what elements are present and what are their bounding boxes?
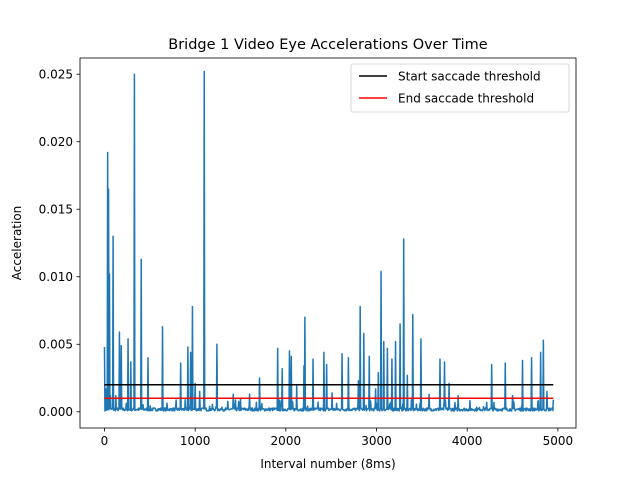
legend-box [350,63,570,113]
axes-frame [79,57,577,429]
legend-start-label: Start saccade threshold [398,70,541,84]
x-tick-label: 3000 [361,434,392,448]
plot-area [103,70,555,412]
x-tick-label: 2000 [271,434,302,448]
x-tick-label: 4000 [452,434,483,448]
chart-title: Bridge 1 Video Eye Accelerations Over Ti… [168,37,488,53]
x-axis-label: Interval number (8ms) [260,457,395,471]
x-tick-label: 5000 [543,434,574,448]
y-axis-label: Acceleration [10,206,24,281]
legend: Start saccade threshold End saccade thre… [350,63,570,113]
y-tick-label: 0.015 [39,203,73,217]
legend-end-label: End saccade threshold [398,92,534,106]
axis-ticks: 0 1000 2000 3000 4000 5000 0.000 0.005 0.010 0.01… [39,68,573,448]
y-tick-label: 0.000 [39,405,73,419]
acceleration-series-line [103,70,555,412]
y-tick-label: 0.010 [39,270,73,284]
x-tick-label: 1000 [180,434,211,448]
y-tick-label: 0.020 [39,135,73,149]
y-tick-label: 0.025 [39,68,73,82]
x-tick-label: 0 [101,434,109,448]
y-tick-label: 0.005 [39,338,73,352]
